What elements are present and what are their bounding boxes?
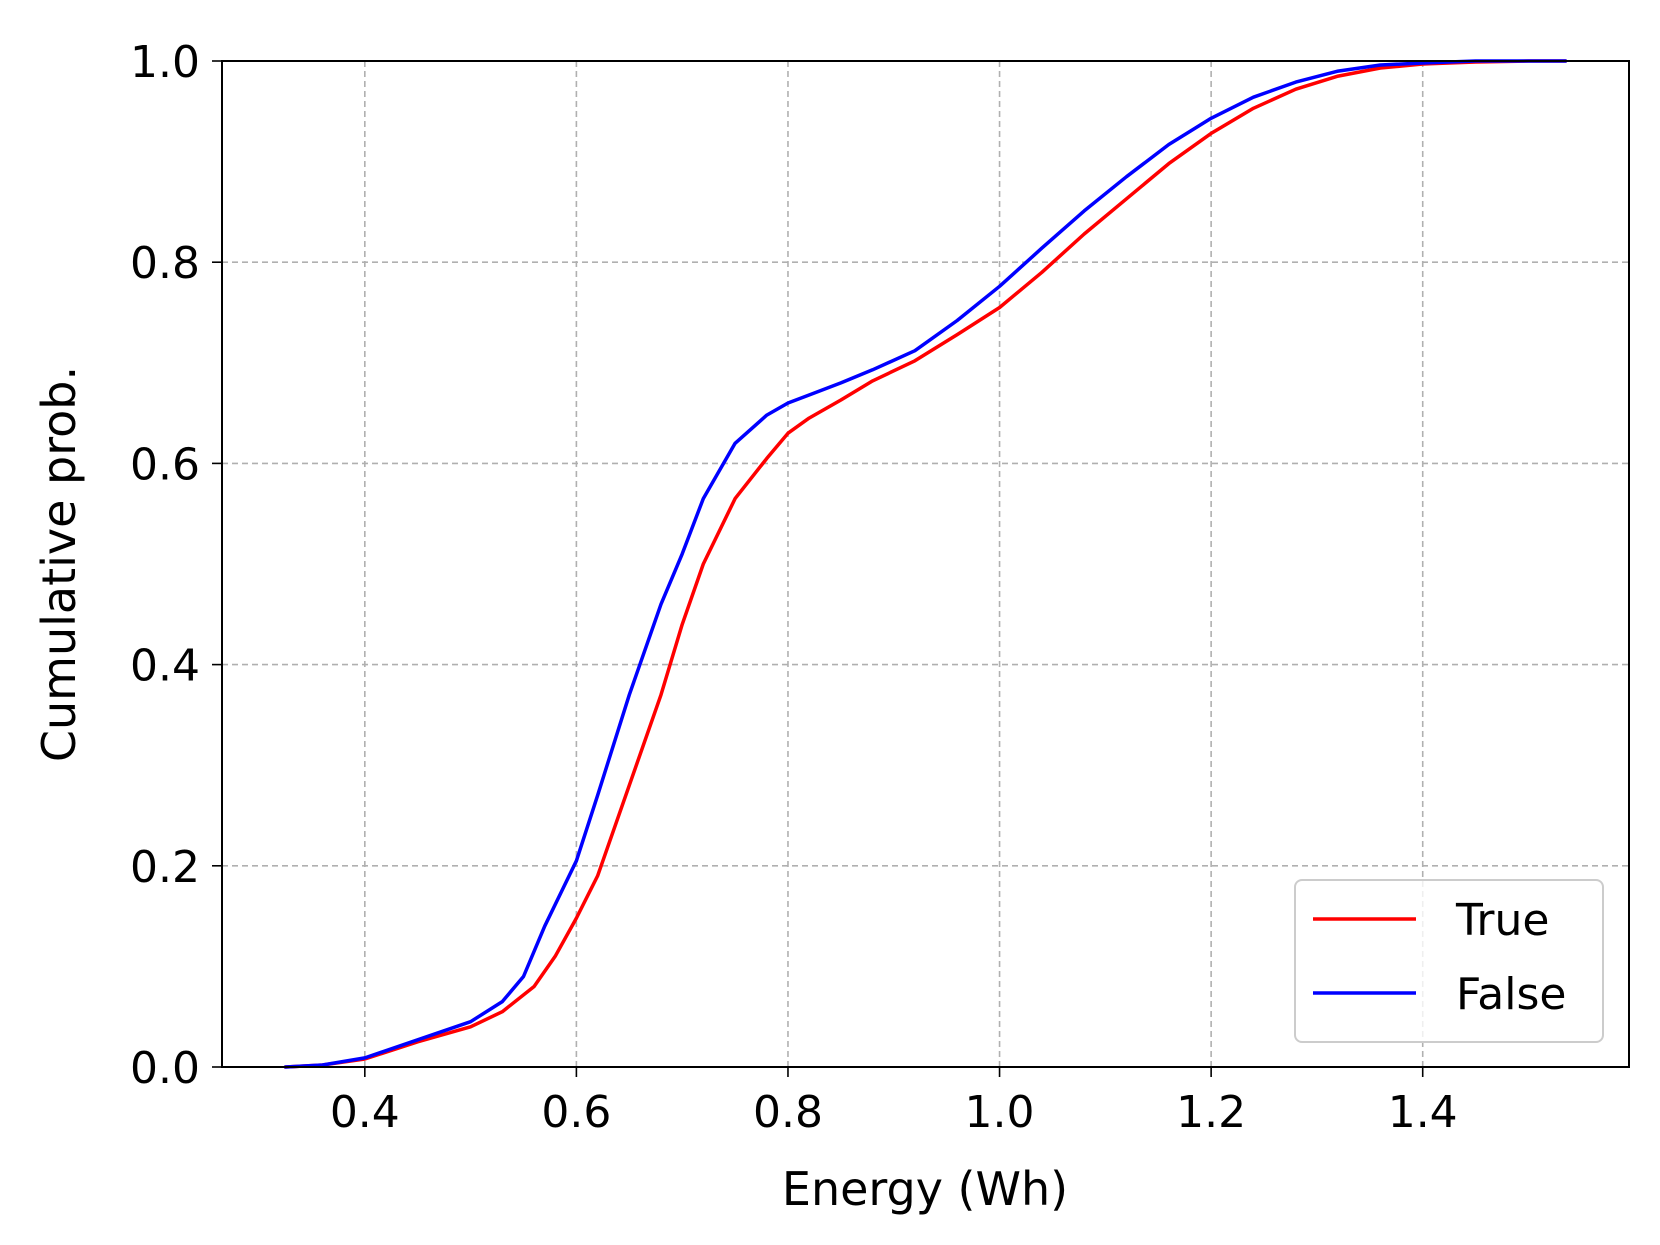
x-tick-label: 0.4 (330, 1087, 400, 1138)
x-tick-label: 1.0 (965, 1087, 1035, 1138)
series-line-false (283, 59, 1568, 1069)
y-tick-label: 0.0 (130, 1043, 200, 1094)
y-tick-label: 0.4 (130, 641, 200, 692)
y-tick-label: 1.0 (130, 37, 200, 88)
x-axis-label: Energy (Wh) (782, 1162, 1068, 1216)
legend-false-label: False (1456, 969, 1566, 1020)
y-axis-label: Cumulative prob. (32, 366, 86, 762)
legend-true-label: True (1455, 895, 1549, 946)
x-tick-label: 0.8 (753, 1087, 823, 1138)
y-tick-label: 0.6 (130, 439, 200, 490)
series-lines (283, 59, 1568, 1069)
legend: True False (1294, 879, 1604, 1043)
x-tick-label: 1.4 (1388, 1087, 1458, 1138)
x-tick-label: 0.6 (541, 1087, 611, 1138)
x-tick-label: 1.2 (1176, 1087, 1246, 1138)
y-tick-label: 0.8 (130, 238, 200, 289)
y-tick-label: 0.2 (130, 842, 200, 893)
x-axis-ticks: 0.4 0.6 0.8 1.0 1.2 1.4 (330, 1067, 1458, 1138)
x-gridlines (364, 61, 1424, 1067)
y-gridlines (222, 261, 1629, 867)
plot-frame (221, 60, 1630, 1068)
series-line-true (283, 59, 1568, 1069)
y-axis-ticks: 0.0 0.2 0.4 0.6 0.8 1.0 (130, 37, 222, 1094)
